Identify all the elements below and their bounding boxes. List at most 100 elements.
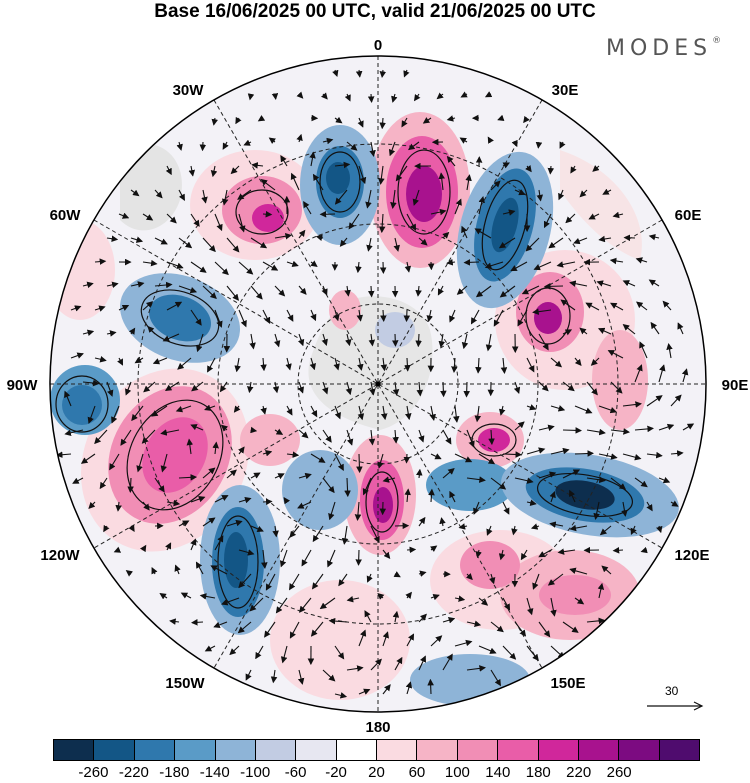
wind-vector-arrow-icon (598, 453, 618, 460)
wind-vector-arrow-icon (497, 114, 505, 121)
wind-vector-arrow-icon (274, 285, 286, 297)
wind-vector-arrow-icon (562, 469, 581, 479)
wind-vector-arrow-icon (599, 525, 612, 536)
contour-lines (55, 149, 633, 609)
wind-vector-arrow-icon (379, 69, 387, 78)
wind-vector-arrow-icon (260, 405, 267, 415)
wind-vector-arrow-icon (622, 324, 636, 335)
wind-vector-arrow-icon (466, 665, 486, 672)
wind-vector-arrow-icon (166, 261, 184, 269)
wind-vector-arrow-icon (418, 429, 425, 443)
wind-vector-arrow-icon (650, 321, 660, 335)
wind-vector-arrow-icon (274, 232, 292, 240)
wind-vector-arrow-icon (166, 499, 181, 507)
wind-vector-arrow-icon (109, 453, 120, 471)
colorbar-swatch (296, 740, 337, 760)
wind-vector-arrow-icon (401, 117, 408, 128)
wind-vector-arrow-icon (94, 429, 108, 445)
wind-vector-arrow-icon (128, 524, 135, 533)
wind-vector-arrow-icon (403, 309, 411, 323)
wind-vector-arrow-icon (178, 285, 198, 294)
colorbar (53, 739, 700, 761)
wind-vector-arrow-icon (250, 472, 261, 479)
wind-vector-arrow-icon (610, 477, 627, 490)
wind-vector-arrow-icon (454, 595, 466, 602)
wind-vector-arrow-icon (154, 477, 165, 493)
wind-vector-arrow-icon (454, 198, 462, 215)
colorbar-swatch (619, 740, 660, 760)
wind-vector-arrow-icon (393, 237, 400, 252)
wind-vector-arrow-icon (274, 428, 284, 435)
wind-vector-arrow-icon (128, 327, 136, 335)
wind-vector-arrow-icon (609, 257, 624, 265)
wind-vector-arrow-icon (176, 141, 183, 151)
wind-vector-arrow-icon (622, 401, 642, 408)
wind-vector-arrow-icon (117, 357, 124, 366)
wind-vector-arrow-icon (418, 237, 428, 246)
wind-vector-arrow-icon (333, 357, 340, 371)
wind-vector-arrow-icon (681, 368, 689, 383)
wind-vector-arrow-icon (178, 474, 198, 481)
wind-vector-arrow-icon (355, 549, 362, 566)
wind-vector-arrow-icon (550, 447, 570, 455)
wind-vector-arrow-icon (113, 546, 122, 553)
wind-vector-arrow-icon (380, 357, 388, 372)
wind-vector-arrow-icon (478, 453, 496, 465)
lon-label-60w: 60W (50, 207, 82, 224)
wind-vector-arrow-icon (297, 333, 305, 347)
wind-vector-arrow-icon (670, 500, 679, 507)
wind-vector-arrow-icon (142, 301, 154, 311)
wind-vector-arrow-icon (393, 571, 401, 578)
colorbar-swatch (538, 740, 579, 760)
wind-vector-arrow-icon (169, 618, 180, 625)
colorbar-tick-label: 220 (566, 764, 592, 781)
wind-vector-arrow-icon (130, 236, 144, 243)
wind-vector-arrow-icon (280, 155, 288, 167)
wind-vector-arrow-icon (346, 665, 364, 672)
wind-vector-arrow-icon (514, 189, 526, 196)
wind-vector-arrow-icon (640, 546, 648, 554)
wind-vector-arrow-icon (82, 379, 100, 387)
wind-vector-arrow-icon (658, 364, 666, 383)
wind-vector-arrow-icon (601, 565, 612, 575)
wind-vector-arrow-icon (238, 213, 246, 233)
wind-vector-arrow-icon (283, 496, 291, 505)
wind-vector-arrow-icon (430, 545, 438, 552)
wind-vector-arrow-icon (328, 501, 336, 521)
wind-vector-arrow-icon (238, 496, 252, 504)
wind-vector-arrow-icon (634, 425, 654, 433)
wind-vector-arrow-icon (166, 301, 183, 311)
wind-vector-arrow-icon (560, 299, 576, 311)
wind-vector-arrow-icon (590, 357, 600, 366)
wind-vector-arrow-icon (556, 261, 576, 268)
wind-vector-arrow-icon (499, 285, 516, 298)
colorbar-tick-label: 20 (368, 764, 385, 781)
wind-vector-arrow-icon (557, 548, 576, 555)
wind-vector-arrow-icon (357, 357, 364, 371)
wind-vector-arrow-icon (597, 327, 612, 335)
wind-vector-arrow-icon (362, 477, 372, 496)
wind-vector-arrow-icon (498, 549, 506, 561)
wind-vector-arrow-icon (514, 421, 525, 431)
wind-vector-arrow-icon (574, 405, 593, 414)
wind-vector-arrow-icon (602, 188, 612, 195)
wind-vector-arrow-icon (174, 564, 181, 575)
wind-vector-arrow-icon (478, 645, 497, 654)
wind-vector-arrow-icon (526, 499, 537, 506)
wind-vector-arrow-icon (243, 139, 252, 146)
colorbar-tick-label: -220 (118, 764, 149, 781)
graticule (50, 56, 706, 712)
wind-vector-arrow-icon (296, 133, 303, 143)
wind-vector-arrow-icon (204, 645, 216, 652)
wind-vector-arrow-icon (538, 333, 549, 351)
wind-vector-arrow-icon (429, 405, 436, 421)
map-boundary (49, 55, 707, 713)
wind-vector-arrow-icon (521, 285, 540, 295)
lon-label-180: 180 (365, 719, 390, 736)
wind-vector-arrow-icon (474, 405, 482, 423)
wind-vector-arrow-icon (585, 302, 600, 311)
wind-vector-arrow-icon (178, 520, 190, 527)
wind-vector-arrow-icon (382, 631, 389, 647)
wind-vector-arrow-icon (547, 165, 555, 175)
wind-vector-arrow-icon (635, 257, 648, 264)
